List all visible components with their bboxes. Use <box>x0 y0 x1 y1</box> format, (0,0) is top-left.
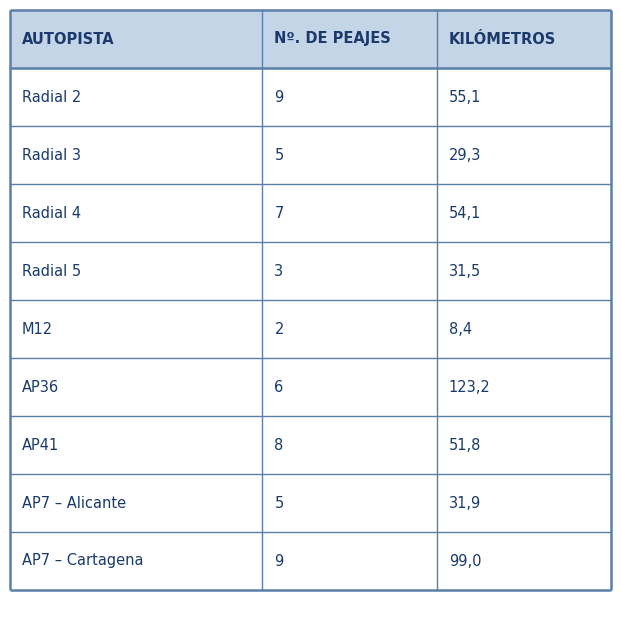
Text: KILÓMETROS: KILÓMETROS <box>449 32 556 47</box>
Bar <box>10 242 263 300</box>
Text: Radial 4: Radial 4 <box>22 206 81 220</box>
Bar <box>263 532 437 590</box>
Text: 9: 9 <box>274 553 284 568</box>
Bar <box>437 532 611 590</box>
Text: 123,2: 123,2 <box>449 379 491 394</box>
Bar <box>10 358 263 416</box>
Text: Radial 2: Radial 2 <box>22 89 81 104</box>
Text: 8: 8 <box>274 438 284 453</box>
Bar <box>263 300 437 358</box>
Bar <box>437 474 611 532</box>
Text: AP41: AP41 <box>22 438 59 453</box>
Text: 2: 2 <box>274 322 284 337</box>
Bar <box>10 126 263 184</box>
Bar <box>263 358 437 416</box>
Text: 5: 5 <box>274 496 284 510</box>
Text: 6: 6 <box>274 379 284 394</box>
Text: Radial 5: Radial 5 <box>22 263 81 278</box>
Bar <box>10 68 263 126</box>
Bar <box>263 10 437 68</box>
Bar <box>10 10 263 68</box>
Text: 54,1: 54,1 <box>449 206 481 220</box>
Bar <box>263 416 437 474</box>
Text: M12: M12 <box>22 322 53 337</box>
Text: 31,5: 31,5 <box>449 263 481 278</box>
Text: 3: 3 <box>274 263 284 278</box>
Bar <box>10 300 263 358</box>
Bar <box>437 126 611 184</box>
Bar <box>437 184 611 242</box>
Bar <box>437 300 611 358</box>
Text: 99,0: 99,0 <box>449 553 481 568</box>
Text: 9: 9 <box>274 89 284 104</box>
Bar <box>10 474 263 532</box>
Bar <box>437 416 611 474</box>
Bar <box>263 474 437 532</box>
Text: AP7 – Alicante: AP7 – Alicante <box>22 496 126 510</box>
Bar <box>263 68 437 126</box>
Bar <box>263 184 437 242</box>
Text: 8,4: 8,4 <box>449 322 472 337</box>
Bar <box>263 126 437 184</box>
Bar <box>437 68 611 126</box>
Text: AP7 – Cartagena: AP7 – Cartagena <box>22 553 143 568</box>
Bar <box>437 358 611 416</box>
Bar <box>10 532 263 590</box>
Text: 55,1: 55,1 <box>449 89 481 104</box>
Text: 5: 5 <box>274 148 284 163</box>
Text: 31,9: 31,9 <box>449 496 481 510</box>
Text: AP36: AP36 <box>22 379 59 394</box>
Bar <box>10 416 263 474</box>
Bar <box>10 184 263 242</box>
Bar <box>437 10 611 68</box>
Text: Nº. DE PEAJES: Nº. DE PEAJES <box>274 32 391 47</box>
Bar <box>437 242 611 300</box>
Text: 29,3: 29,3 <box>449 148 481 163</box>
Text: AUTOPISTA: AUTOPISTA <box>22 32 115 47</box>
Bar <box>263 242 437 300</box>
Text: 7: 7 <box>274 206 284 220</box>
Text: Radial 3: Radial 3 <box>22 148 81 163</box>
Text: 51,8: 51,8 <box>449 438 481 453</box>
